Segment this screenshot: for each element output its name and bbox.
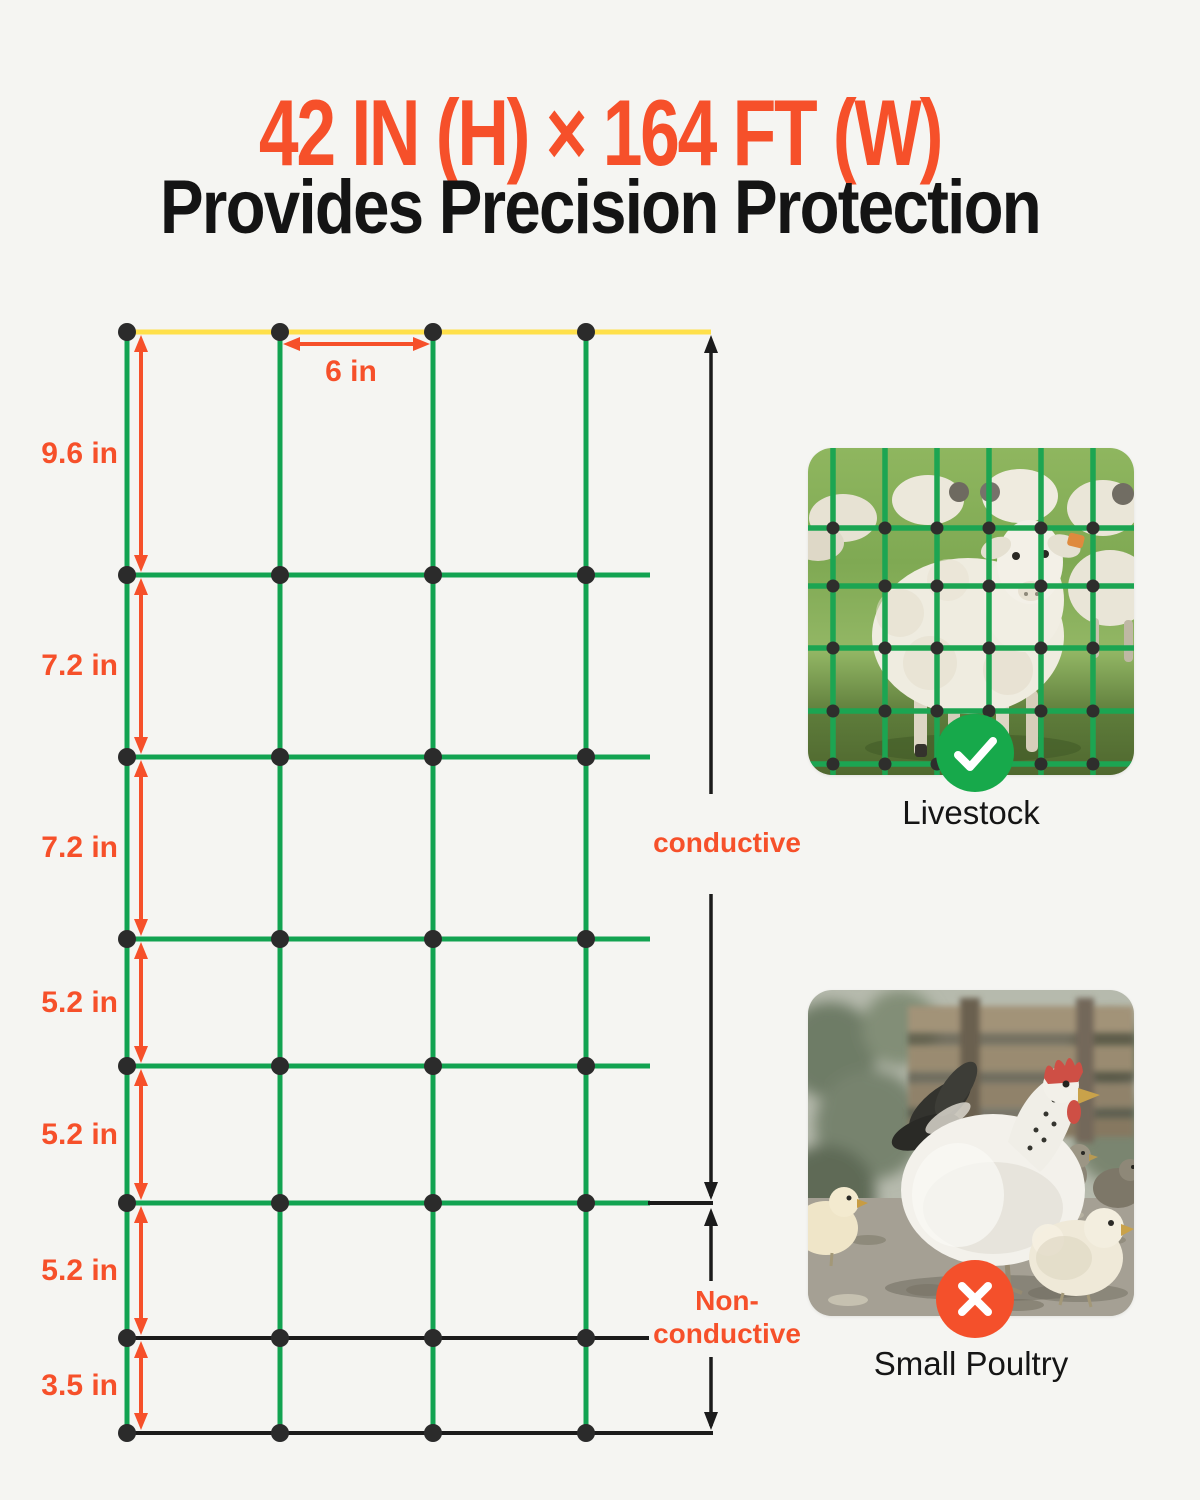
livestock-photo bbox=[808, 448, 1134, 775]
page-title-subtitle: Provides Precision Protection bbox=[160, 165, 1042, 250]
sheep-flock-illustration bbox=[808, 448, 1134, 775]
hen-beak bbox=[1078, 1088, 1100, 1104]
netting-grid-overlay bbox=[808, 448, 1134, 775]
small-poultry-label: Small Poultry bbox=[873, 1345, 1069, 1382]
hen-comb bbox=[1044, 1058, 1083, 1084]
ear-tag bbox=[1067, 532, 1085, 549]
zone-extent-arrows bbox=[704, 335, 718, 1430]
spacing-label-5: 5.2 in bbox=[41, 1118, 118, 1151]
spacing-label-3: 7.2 in bbox=[41, 831, 118, 864]
netting-wires bbox=[124, 329, 713, 1435]
page-title-dimensions: 42 IN (H) × 164 FT (W) bbox=[258, 80, 943, 185]
hen-wattle bbox=[1067, 1100, 1081, 1124]
chick-foreground bbox=[1028, 1208, 1134, 1308]
spacing-label-1: 9.6 in bbox=[41, 437, 118, 470]
small-poultry-photo bbox=[808, 990, 1134, 1316]
non-conductive-line2: conductive bbox=[653, 1318, 801, 1349]
spacing-dimension-arrows bbox=[134, 335, 430, 1430]
main-sheep bbox=[865, 520, 1085, 766]
top-wire-spacing-label: 6 in bbox=[325, 355, 377, 388]
netting-knots bbox=[118, 323, 595, 1442]
spacing-label-6: 5.2 in bbox=[41, 1254, 118, 1287]
check-icon bbox=[936, 714, 1014, 792]
hen-and-chicks-illustration bbox=[808, 990, 1134, 1316]
spacing-label-7: 3.5 in bbox=[41, 1369, 118, 1402]
livestock-label: Livestock bbox=[902, 794, 1040, 831]
chick-left bbox=[808, 1187, 868, 1267]
spacing-label-2: 7.2 in bbox=[41, 649, 118, 682]
non-conductive-zone-label: Non- conductive bbox=[627, 1284, 827, 1350]
conductive-zone-label: conductive bbox=[653, 827, 801, 858]
x-icon bbox=[936, 1260, 1014, 1338]
non-conductive-line1: Non- bbox=[695, 1285, 759, 1316]
spacing-label-4: 5.2 in bbox=[41, 986, 118, 1019]
